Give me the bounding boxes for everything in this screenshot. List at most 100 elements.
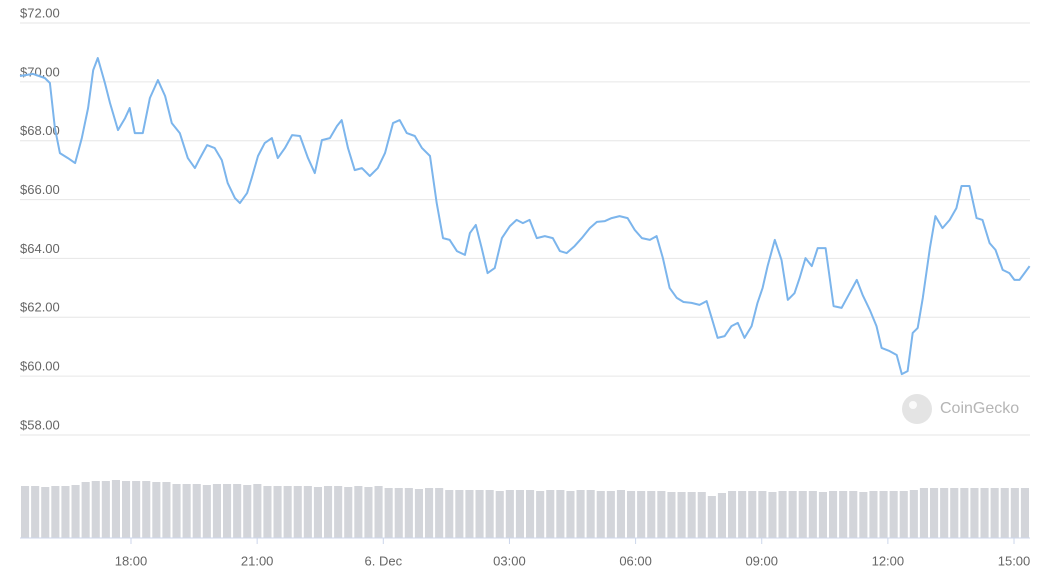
volume-bar bbox=[869, 491, 878, 538]
volume-bar bbox=[243, 485, 252, 538]
y-tick-label: $64.00 bbox=[20, 241, 60, 256]
y-tick-label: $70.00 bbox=[20, 64, 60, 79]
volume-bar bbox=[798, 491, 807, 538]
volume-bar bbox=[768, 492, 777, 538]
volume-bar bbox=[536, 491, 545, 538]
volume-bar bbox=[465, 490, 474, 538]
volume-bar bbox=[354, 486, 363, 538]
volume-bar bbox=[526, 490, 535, 538]
volume-bar bbox=[485, 490, 494, 538]
volume-bar bbox=[596, 491, 605, 538]
watermark-text: CoinGecko bbox=[940, 400, 1019, 417]
volume-bar bbox=[818, 492, 827, 538]
x-tick-label: 18:00 bbox=[115, 553, 148, 568]
volume-bar bbox=[111, 480, 120, 538]
volume-bar bbox=[263, 486, 272, 538]
volume-bar bbox=[475, 490, 484, 538]
volume-bar bbox=[1010, 488, 1019, 538]
y-tick-label: $58.00 bbox=[20, 417, 60, 432]
volume-bar bbox=[152, 482, 161, 538]
volume-bar bbox=[192, 484, 201, 538]
volume-bar bbox=[384, 488, 393, 538]
volume-bar bbox=[677, 492, 686, 538]
volume-bar bbox=[31, 486, 40, 538]
volume-bar bbox=[627, 491, 636, 538]
volume-bar bbox=[970, 488, 979, 538]
volume-bar bbox=[233, 484, 242, 538]
volume-bar bbox=[667, 492, 676, 538]
price-line bbox=[19, 57, 1031, 376]
volume-bar bbox=[71, 485, 80, 538]
volume-bar bbox=[586, 490, 595, 538]
volume-bar bbox=[374, 486, 383, 538]
volume-bar bbox=[212, 484, 221, 538]
volume-bar bbox=[909, 490, 918, 538]
x-tick-label: 12:00 bbox=[872, 553, 905, 568]
volume-bar bbox=[657, 491, 666, 538]
volume-bar bbox=[303, 486, 312, 538]
volume-bar bbox=[515, 490, 524, 538]
volume-bar bbox=[61, 486, 70, 538]
volume-bar bbox=[616, 490, 625, 538]
y-tick-label: $66.00 bbox=[20, 182, 60, 197]
x-tick-label: 09:00 bbox=[745, 553, 778, 568]
volume-bar bbox=[637, 491, 646, 538]
volume-bar bbox=[142, 481, 151, 538]
volume-bar bbox=[707, 496, 716, 538]
volume-bar bbox=[687, 492, 696, 538]
volume-bar bbox=[899, 491, 908, 538]
volume-bar bbox=[91, 481, 100, 538]
x-tick-label: 6. Dec bbox=[365, 553, 403, 568]
volume-bar bbox=[21, 486, 30, 538]
volume-bar bbox=[839, 491, 848, 538]
volume-bar bbox=[324, 486, 333, 538]
y-tick-label: $62.00 bbox=[20, 300, 60, 315]
volume-bar bbox=[445, 490, 454, 538]
watermark: CoinGecko bbox=[902, 394, 1019, 424]
volume-bar bbox=[223, 484, 232, 538]
volume-bar bbox=[566, 491, 575, 538]
volume-bar bbox=[647, 491, 656, 538]
volume-bar bbox=[122, 481, 131, 538]
watermark-logo bbox=[902, 394, 932, 424]
x-tick-label: 06:00 bbox=[619, 553, 652, 568]
volume-bar bbox=[606, 491, 615, 538]
x-tick-label: 03:00 bbox=[493, 553, 526, 568]
volume-bar bbox=[41, 487, 50, 538]
volume-bar bbox=[849, 491, 858, 538]
volume-bar bbox=[172, 484, 181, 538]
volume-bar bbox=[930, 488, 939, 538]
volume-bar bbox=[132, 481, 141, 538]
volume-bar bbox=[51, 486, 60, 538]
volume-bar bbox=[1020, 488, 1029, 538]
volume-bar bbox=[81, 482, 90, 538]
volume-bar bbox=[576, 490, 585, 538]
volume-bar bbox=[879, 491, 888, 538]
volume-bar bbox=[404, 488, 413, 538]
volume-bar bbox=[293, 486, 302, 538]
volume-bar bbox=[889, 491, 898, 538]
volume-bar bbox=[808, 491, 817, 538]
x-tick-label: 15:00 bbox=[998, 553, 1031, 568]
plot: $72.00 $70.00 $68.00 $66.00 $64.00 $62.00 $60.… bbox=[19, 5, 1031, 568]
volume-bar bbox=[788, 491, 797, 538]
y-tick-label: $72.00 bbox=[20, 5, 60, 20]
volume-bar bbox=[334, 486, 343, 538]
volume-bar bbox=[546, 490, 555, 538]
volume-bar bbox=[495, 491, 504, 538]
volume-bar bbox=[273, 486, 282, 538]
y-tick-label: $68.00 bbox=[20, 123, 60, 138]
volume-bar bbox=[283, 486, 292, 538]
volume-bar bbox=[960, 488, 969, 538]
volume-bar bbox=[940, 488, 949, 538]
volume-bar bbox=[758, 491, 767, 538]
volume-bar bbox=[435, 488, 444, 538]
volume-bar bbox=[1000, 488, 1009, 538]
volume-bar bbox=[394, 488, 403, 538]
volume-bar bbox=[980, 488, 989, 538]
volume-bar bbox=[829, 491, 838, 538]
volume-bar bbox=[738, 491, 747, 538]
volume-bar bbox=[313, 487, 322, 538]
volume-bar bbox=[919, 488, 928, 538]
volume-bar bbox=[717, 493, 726, 538]
